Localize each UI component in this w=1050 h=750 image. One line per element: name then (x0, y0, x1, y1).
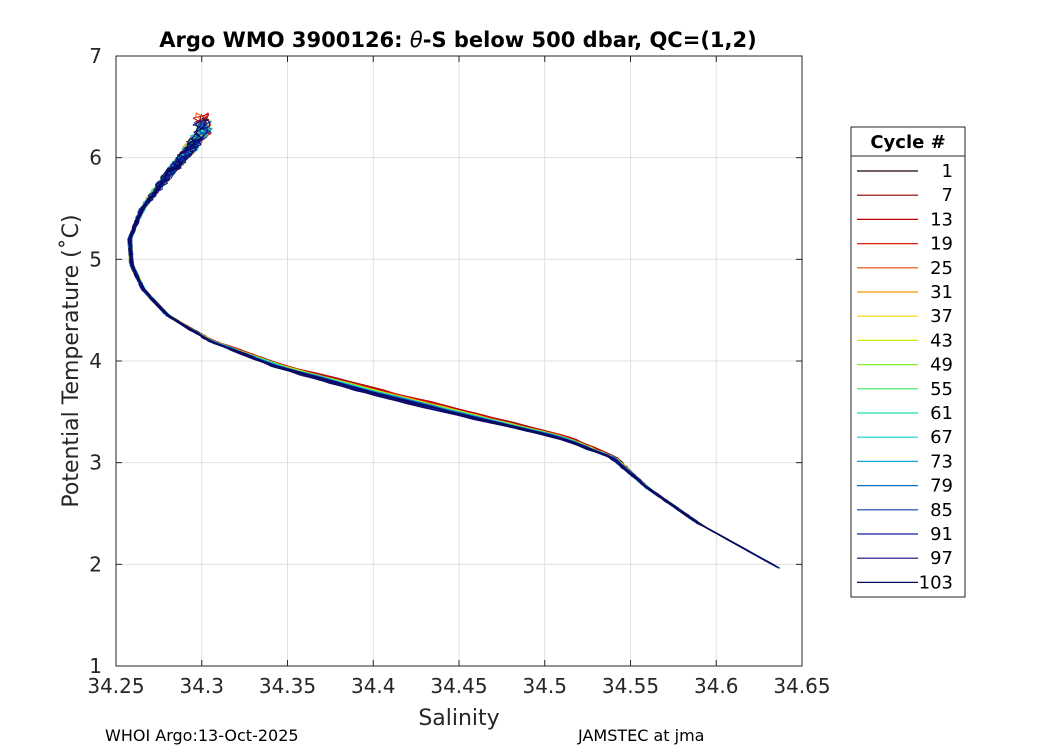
series-lines (127, 112, 781, 569)
y-axis-label: Potential Temperature (˚C) (59, 214, 84, 507)
legend-label-cycle-25: 25 (930, 258, 953, 279)
x-tick-label: 34.6 (694, 674, 739, 698)
legend-box (850, 126, 966, 598)
x-tick-label: 34.65 (773, 674, 830, 698)
legend-label-cycle-49: 49 (930, 355, 953, 376)
y-tick-label: 5 (89, 247, 102, 271)
y-tick-label: 7 (89, 44, 102, 68)
chart-title: Argo WMO 3900126: θ-S below 500 dbar, QC… (159, 28, 756, 52)
x-tick-label: 34.35 (259, 674, 316, 698)
x-tick-label: 34.45 (430, 674, 487, 698)
title-suffix: -S below 500 dbar, QC=(1,2) (423, 28, 757, 52)
y-tick-label: 3 (89, 451, 102, 475)
legend-label-cycle-91: 91 (930, 524, 953, 545)
legend-label-cycle-61: 61 (930, 403, 953, 424)
legend-label-cycle-67: 67 (930, 427, 953, 448)
legend-label-cycle-7: 7 (942, 185, 953, 206)
legend-label-cycle-31: 31 (930, 282, 953, 303)
legend-label-cycle-55: 55 (930, 379, 953, 400)
legend-label-cycle-43: 43 (930, 330, 953, 351)
legend: Cycle # 1 7 13 19 25 31 37 43 49 55 61 67 73 79 85 91 97… (850, 126, 966, 598)
legend-label-cycle-37: 37 (930, 306, 953, 327)
legend-label-cycle-73: 73 (930, 451, 953, 472)
x-tick-label: 34.25 (87, 674, 144, 698)
x-tick-label: 34.55 (602, 674, 659, 698)
x-axis-label: Salinity (418, 706, 499, 731)
y-tick-label: 6 (89, 146, 102, 170)
legend-label-cycle-85: 85 (930, 500, 953, 521)
title-theta-symbol: θ (410, 28, 423, 52)
y-tick-label: 2 (89, 552, 102, 576)
y-tick-label: 1 (89, 654, 102, 678)
legend-label-cycle-97: 97 (930, 548, 953, 569)
legend-label-cycle-1: 1 (942, 161, 953, 182)
legend-label-cycle-79: 79 (930, 476, 953, 497)
grid (116, 56, 802, 666)
y-tick-label: 4 (89, 349, 102, 373)
legend-label-cycle-19: 19 (930, 234, 953, 255)
legend-title: Cycle # (870, 132, 945, 153)
x-tick-label: 34.5 (522, 674, 567, 698)
legend-label-cycle-13: 13 (930, 209, 953, 230)
axis-ticks: 34.25 34.3 34.35 34.4 34.45 34.5 34.55 34.6 34.6… (87, 44, 830, 698)
footer-credit-left: WHOI Argo:13-Oct-2025 (105, 726, 299, 745)
x-tick-label: 34.4 (351, 674, 396, 698)
x-tick-label: 34.3 (179, 674, 224, 698)
footer-credit-right: JAMSTEC at jma (578, 726, 705, 745)
legend-label-cycle-103: 103 (919, 572, 953, 593)
series-line-cycle-103 (128, 119, 779, 568)
title-prefix: Argo WMO 3900126: (159, 28, 410, 52)
